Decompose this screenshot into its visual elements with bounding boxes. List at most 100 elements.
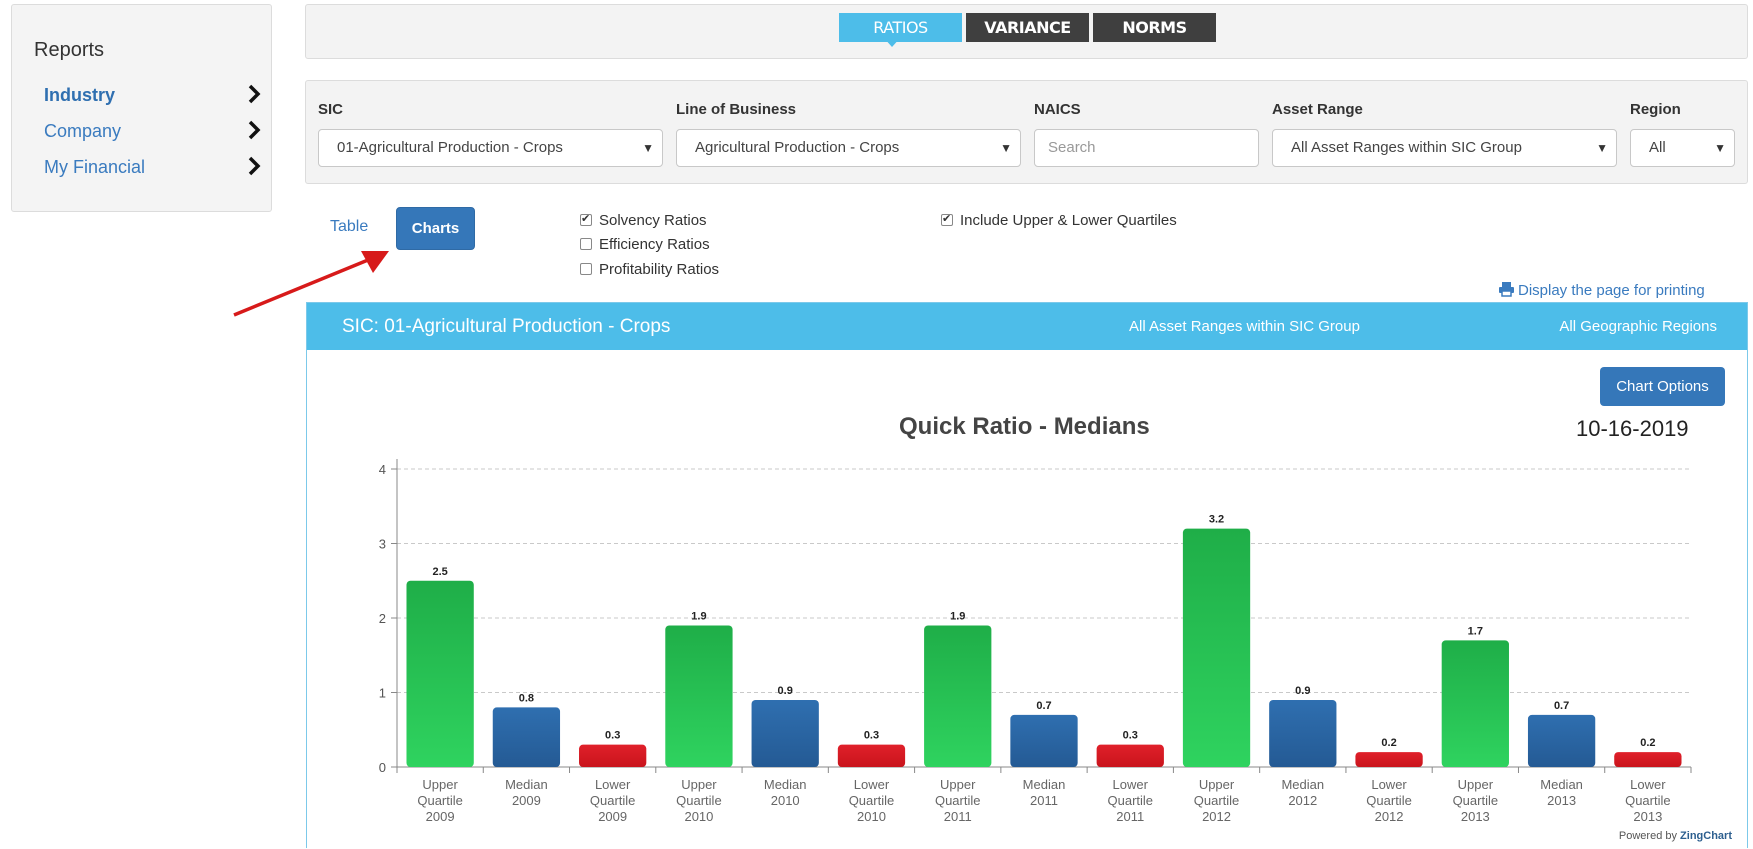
report-panel-header: SIC: 01-Agricultural Production - Crops … <box>307 303 1747 350</box>
bar-upper <box>1441 640 1509 767</box>
checkbox-box <box>580 238 592 250</box>
x-tick-label: Quartile <box>676 793 722 808</box>
bar-value-label: 0.9 <box>778 685 793 697</box>
reports-sidebar: Reports Industry Company My Financial <box>11 4 272 212</box>
chevron-right-icon <box>248 84 261 104</box>
region-value: All <box>1649 139 1666 156</box>
x-tick-label: Median <box>1281 777 1324 792</box>
x-tick-label: Quartile <box>417 793 463 808</box>
bar-median <box>492 707 561 767</box>
x-tick-label: 2011 <box>1116 809 1144 824</box>
bar-value-label: 0.7 <box>1036 700 1051 712</box>
bar-value-label: 1.9 <box>691 610 706 622</box>
report-tab-bar: RATIOS VARIANCE NORMS <box>305 4 1748 59</box>
x-tick-label: 2010 <box>771 793 800 808</box>
tab-variance[interactable]: VARIANCE <box>966 13 1089 42</box>
checkbox-label: Solvency Ratios <box>599 212 707 229</box>
region-label: Region <box>1630 101 1681 118</box>
chart-options-button[interactable]: Chart Options <box>1600 367 1725 406</box>
x-tick-label: Quartile <box>590 793 636 808</box>
x-tick-label: 2009 <box>512 793 541 808</box>
x-tick-label: Quartile <box>1108 793 1154 808</box>
bar-value-label: 0.3 <box>605 730 620 742</box>
sidebar-item-industry[interactable]: Industry <box>44 81 264 111</box>
dropdown-caret-icon: ▼ <box>1714 141 1726 155</box>
y-tick-label: 2 <box>379 611 386 626</box>
sidebar-item-my-financial[interactable]: My Financial <box>44 153 264 183</box>
bar-value-label: 1.9 <box>950 610 965 622</box>
checkbox-label: Include Upper & Lower Quartiles <box>960 212 1177 229</box>
x-tick-label: Quartile <box>1366 793 1412 808</box>
naics-label: NAICS <box>1034 101 1081 118</box>
checkbox-label: Efficiency Ratios <box>599 236 710 253</box>
tab-norms[interactable]: NORMS <box>1093 13 1216 42</box>
x-tick-label: 2011 <box>944 809 972 824</box>
x-tick-label: 2013 <box>1547 793 1576 808</box>
x-tick-label: Upper <box>1199 777 1235 792</box>
dropdown-caret-icon: ▼ <box>1000 141 1012 155</box>
bar-lower <box>1355 752 1423 767</box>
x-tick-label: 2011 <box>1030 793 1058 808</box>
y-tick-label: 3 <box>379 537 386 552</box>
x-tick-label: Lower <box>1371 777 1407 792</box>
x-tick-label: Median <box>1540 777 1583 792</box>
bar-median <box>1010 714 1078 767</box>
sidebar-title: Reports <box>34 39 105 61</box>
zingchart-brand: ZingChart <box>1680 830 1732 842</box>
quick-ratio-bar-chart: 012342.5UpperQuartile20090.8Median20090.… <box>379 459 1692 824</box>
red-arrow-annotation <box>233 251 389 317</box>
panel-asset-range: All Asset Ranges within SIC Group <box>1129 318 1360 335</box>
bar-median <box>751 699 819 767</box>
print-page-link[interactable]: Display the page for printing <box>1498 281 1705 299</box>
panel-sic-title: SIC: 01-Agricultural Production - Crops <box>342 316 671 337</box>
bar-lower <box>1096 744 1164 767</box>
bar-lower <box>579 744 647 767</box>
x-tick-label: 2012 <box>1202 809 1231 824</box>
bar-lower <box>837 744 906 767</box>
x-tick-label: 2010 <box>857 809 886 824</box>
x-tick-label: Quartile <box>849 793 895 808</box>
x-tick-label: Lower <box>1113 777 1149 792</box>
print-link-label: Display the page for printing <box>1518 282 1705 299</box>
region-select[interactable]: All ▼ <box>1630 129 1735 167</box>
chevron-right-icon <box>248 156 261 176</box>
sic-select[interactable]: 01-Agricultural Production - Crops ▼ <box>318 129 663 167</box>
powered-by-prefix: Powered by <box>1618 830 1677 842</box>
line-of-business-select[interactable]: Agricultural Production - Crops ▼ <box>676 129 1021 167</box>
y-tick-label: 1 <box>379 686 386 701</box>
x-tick-label: 2012 <box>1375 809 1404 824</box>
bar-upper <box>1182 528 1251 767</box>
charts-view-button[interactable]: Charts <box>396 207 475 250</box>
bar-value-label: 3.2 <box>1209 514 1224 526</box>
x-tick-label: Quartile <box>935 793 981 808</box>
bar-value-label: 2.5 <box>432 566 447 578</box>
x-tick-label: Median <box>764 777 807 792</box>
bar-value-label: 0.8 <box>519 692 534 704</box>
naics-search-input[interactable]: Search <box>1034 129 1259 167</box>
printer-icon <box>1499 282 1514 297</box>
asset-range-label: Asset Range <box>1272 101 1363 118</box>
x-tick-label: Upper <box>1458 777 1494 792</box>
bar-value-label: 0.3 <box>864 730 879 742</box>
checkbox-label: Profitability Ratios <box>599 261 720 278</box>
table-view-button[interactable]: Table <box>330 218 369 235</box>
asset-range-select[interactable]: All Asset Ranges within SIC Group ▼ <box>1272 129 1617 167</box>
x-tick-label: 2009 <box>598 809 627 824</box>
y-tick-label: 0 <box>379 760 386 775</box>
powered-by-credit: Powered by ZingChart <box>1619 830 1732 842</box>
x-tick-label: 2010 <box>684 809 713 824</box>
x-tick-label: 2013 <box>1633 809 1662 824</box>
report-panel: SIC: 01-Agricultural Production - Crops … <box>306 302 1748 848</box>
bar-value-label: 0.3 <box>1123 730 1138 742</box>
x-tick-label: 2012 <box>1288 793 1317 808</box>
chevron-right-icon <box>248 120 261 140</box>
checkbox-box <box>580 263 592 275</box>
y-tick-label: 4 <box>379 462 386 477</box>
sidebar-item-label: Industry <box>44 85 116 105</box>
lob-select-value: Agricultural Production - Crops <box>695 139 900 156</box>
bar-value-label: 0.9 <box>1295 685 1310 697</box>
x-tick-label: Lower <box>854 777 890 792</box>
sidebar-item-company[interactable]: Company <box>44 117 264 147</box>
dropdown-caret-icon: ▼ <box>642 141 654 155</box>
active-tab-pointer <box>883 37 901 47</box>
